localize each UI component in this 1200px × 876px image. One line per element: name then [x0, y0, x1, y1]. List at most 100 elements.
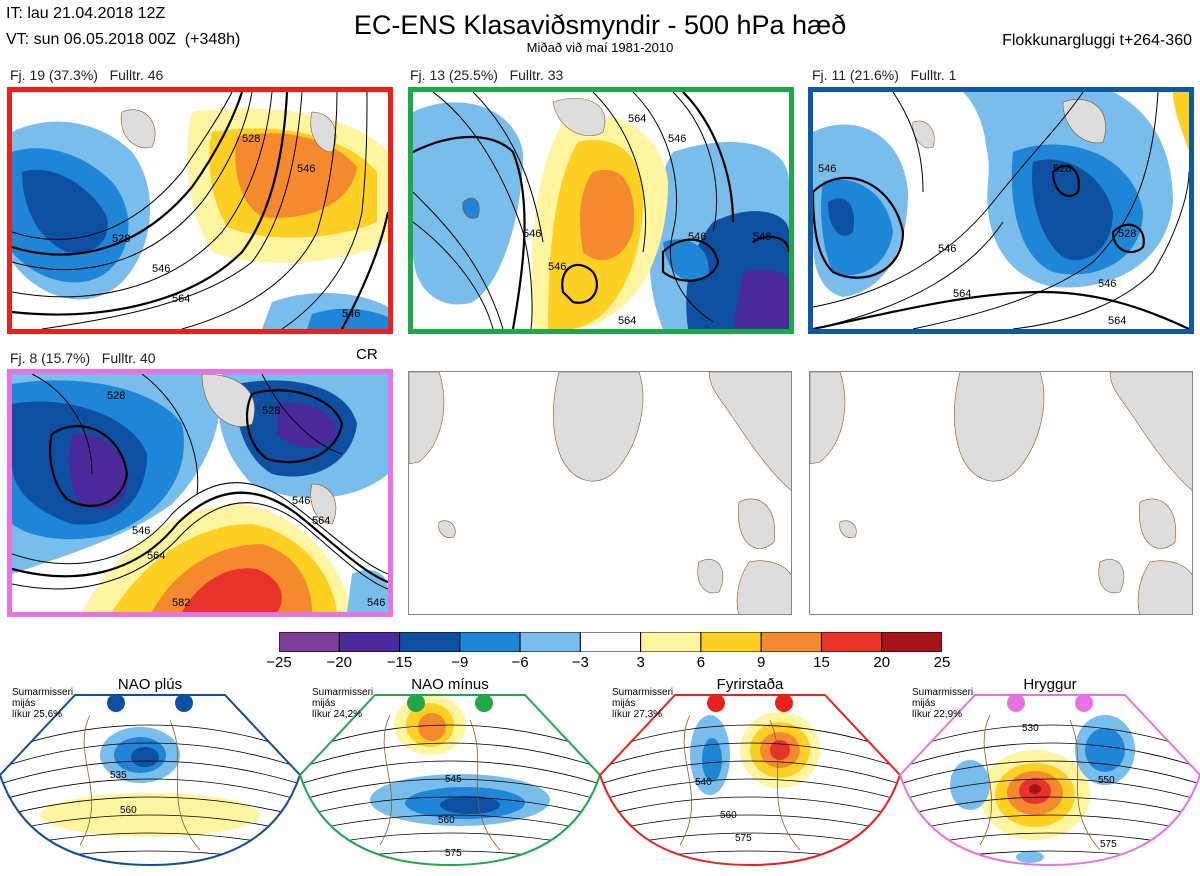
regime-marker: [1075, 694, 1093, 712]
colorbar-tick-label: −9: [451, 654, 469, 671]
colorbar-tick-label: 6: [696, 654, 706, 671]
contour-label: 546: [938, 243, 956, 255]
contour-label: 528: [262, 405, 280, 417]
colorbar-swatch: [519, 631, 581, 653]
regime-note: mijás: [612, 698, 635, 709]
panel-2-label: Fj. 13 (25.5%) Fulltr. 33: [410, 67, 564, 83]
regime-note: Sumarmisseri: [312, 687, 373, 698]
cluster-panel-4: 528 528 546 564 546 564 582 546: [7, 369, 393, 617]
contour-label: 546: [1098, 278, 1116, 290]
contour-label: 564: [618, 315, 636, 327]
contour-label: 528: [1118, 228, 1136, 240]
cluster-map-2: 564 546 546 546 546 546 564: [413, 92, 789, 329]
colorbar-swatch: [338, 631, 401, 653]
sector-outline: [0, 694, 302, 867]
colorbar-swatch: [399, 631, 461, 653]
height-contour: [600, 778, 900, 804]
contour-label: 582: [172, 597, 190, 609]
sector-outline: [898, 694, 1200, 867]
colorbar-tick-label: 25: [933, 654, 951, 671]
coastline: [679, 714, 692, 846]
colorbar-tick-label: 20: [873, 654, 891, 671]
regime-marker: [1007, 694, 1025, 712]
regime-note: líkur 24,2%: [312, 709, 362, 720]
regime-note: mijás: [912, 698, 935, 709]
basemap-2: [810, 372, 1192, 614]
height-contour: [300, 796, 600, 820]
contour-label: 535: [110, 770, 127, 781]
contour-label: 546: [523, 228, 541, 240]
colorbar-tick-label: −25: [266, 654, 292, 671]
colorbar-tick-label: −15: [386, 654, 413, 671]
contour-label: 528: [107, 390, 125, 402]
contour-label: 564: [1108, 315, 1126, 327]
contour-label: 550: [1098, 775, 1115, 786]
colorbar-swatches: [278, 631, 943, 653]
regime-marker: [775, 694, 793, 712]
regime-marker: [107, 694, 125, 712]
contour-label: 528: [1053, 163, 1071, 175]
panel-4-label: Fj. 8 (15.7%) Fulltr. 40: [10, 350, 156, 366]
cluster-map-4: 528 528 546 564 546 564 582 546: [12, 374, 388, 612]
init-time: IT: lau 21.04.2018 12Z: [6, 5, 166, 22]
sector-outline: [298, 694, 602, 867]
contour-label: 546: [152, 263, 170, 275]
colorbar-tick-label: 3: [636, 654, 645, 671]
classification-window: Flokkunargluggi t+264-360: [1002, 32, 1192, 49]
height-contour: [0, 778, 300, 804]
coastline: [1069, 719, 1101, 851]
regime-title: Hryggur: [1023, 676, 1076, 693]
colorbar-swatch: [579, 631, 642, 653]
coastline: [469, 719, 501, 851]
empty-map-panel-1: [408, 371, 792, 615]
height-contour: [900, 742, 1200, 772]
chart-title: EC-ENS Klasaviðsmyndir - 500 hPa hæð: [353, 10, 847, 40]
regimes-row: NAO plús Sumarmisseri mijás líkur 25,6% 535 5…: [0, 675, 1200, 871]
coastline: [769, 719, 801, 851]
contour-label: 564: [953, 288, 971, 300]
contour-label: 575: [735, 833, 752, 844]
colorbar-tick-label: −20: [326, 654, 352, 671]
coastline: [379, 714, 392, 846]
cluster-map-1: 528 546 564 528 546 546: [12, 92, 388, 329]
contour-label: 564: [628, 113, 646, 125]
regime-note: líkur 25,6%: [12, 709, 62, 720]
height-contour: [300, 742, 600, 772]
contour-label: 575: [445, 848, 462, 859]
colorbar-swatch: [700, 631, 762, 653]
contour-label: 575: [1100, 839, 1117, 850]
height-contour: [600, 796, 900, 820]
valid-time: VT: sun 06.05.2018 00Z (+348h): [6, 31, 241, 48]
regime-note: Sumarmisseri: [612, 687, 673, 698]
regime-note: mijás: [12, 698, 35, 709]
height-contour: [0, 742, 300, 772]
chart-subtitle: Miðað við maí 1981-2010: [526, 40, 674, 55]
contour-label: 545: [445, 774, 462, 785]
contour-label: 546: [367, 597, 385, 609]
height-contour: [900, 796, 1200, 820]
colorbar-swatch: [760, 631, 822, 653]
coastline: [79, 714, 92, 846]
contour-label: 564: [147, 550, 165, 562]
anomaly-shading: [440, 796, 500, 814]
colorbar-ticks: −25 −20 −15 −9 −6 −3 3 6 9 15 20 25: [266, 654, 950, 674]
contour-label: 560: [720, 810, 737, 821]
contour-label: 540: [695, 777, 712, 788]
contour-label: 530: [1022, 723, 1039, 734]
contour-label: 560: [120, 805, 137, 816]
contour-label: 528: [242, 133, 260, 145]
contour-label: 528: [112, 233, 130, 245]
panel-3-label: Fj. 11 (21.6%) Fulltr. 1: [812, 67, 957, 83]
contour-label: 546: [668, 133, 686, 145]
anomaly-shading: [1016, 851, 1044, 863]
anomaly-shading: [1029, 784, 1041, 794]
coastline: [979, 714, 992, 846]
contour-label: 546: [688, 231, 706, 243]
empty-map-panel-2: [809, 371, 1193, 615]
colorbar-swatch: [881, 631, 943, 653]
contour-label: 546: [292, 495, 310, 507]
cluster-map-3: 546 528 528 546 564 564 546: [813, 92, 1189, 329]
